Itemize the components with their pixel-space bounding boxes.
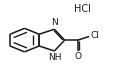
Text: NH: NH <box>48 53 61 62</box>
Text: O: O <box>74 52 80 61</box>
Text: Cl: Cl <box>89 31 98 40</box>
Text: HCl: HCl <box>73 4 90 14</box>
Text: N: N <box>51 18 58 27</box>
